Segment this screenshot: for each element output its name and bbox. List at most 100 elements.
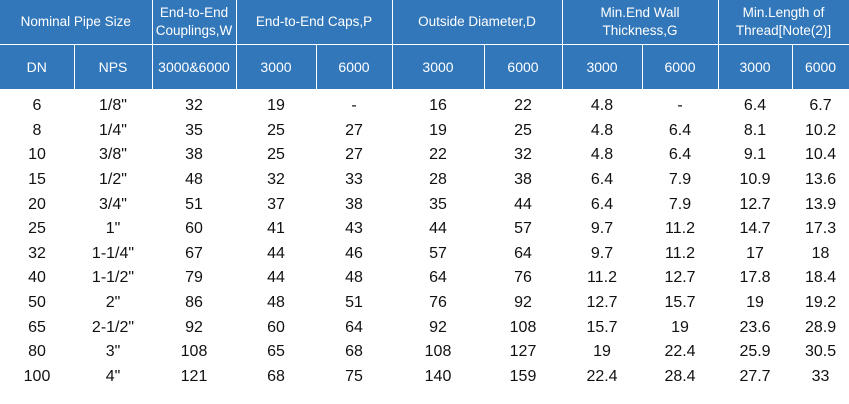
table-cell: 7.9 xyxy=(668,195,692,213)
table-cell: 30.5 xyxy=(804,343,837,361)
table-cell: 10 xyxy=(28,146,46,164)
table-cell: 32 xyxy=(28,244,46,262)
table-cell: 80 xyxy=(28,343,46,361)
table-cell: 6.7 xyxy=(809,97,832,115)
subheader-cell: 6000 xyxy=(316,44,393,90)
subheader-cell: 6000 xyxy=(642,44,719,90)
table-cell: 22 xyxy=(429,146,447,164)
table-cell: 35 xyxy=(429,195,447,213)
table-cell: 15 xyxy=(28,171,46,189)
table-cell: 12.7 xyxy=(586,294,618,312)
table-cell: 68 xyxy=(345,343,363,361)
table-cell: 44 xyxy=(514,195,532,213)
header-outside-diameter: Outside Diameter,D xyxy=(392,0,563,45)
table-cell: 25 xyxy=(267,146,285,164)
table-cell: 35 xyxy=(185,121,203,139)
table-row: 6 1/8" 32 19 - 16 22 4.8 - 6.4 6.7 xyxy=(0,90,849,119)
table-cell: 121 xyxy=(180,367,208,385)
table-cell: 108 xyxy=(509,318,537,336)
table-cell: 38 xyxy=(185,146,203,164)
table-cell: 19 xyxy=(593,343,611,361)
table-cell: 140 xyxy=(424,367,452,385)
table-cell: 1-1/4" xyxy=(91,244,135,262)
table-cell: 41 xyxy=(267,220,285,238)
table-cell: 6 xyxy=(32,97,42,115)
table-cell: 17.3 xyxy=(804,220,837,238)
table-cell: 64 xyxy=(345,318,363,336)
table-cell: 92 xyxy=(185,318,203,336)
table-cell: 4" xyxy=(105,367,121,385)
table-cell: 38 xyxy=(514,171,532,189)
table-cell: 4.8 xyxy=(590,121,614,139)
table-cell: 38 xyxy=(345,195,363,213)
table-cell: 48 xyxy=(185,171,203,189)
table-cell: 33 xyxy=(811,367,830,385)
table-cell: 40 xyxy=(28,269,46,287)
table-row: 20 3/4" 51 37 38 35 44 6.4 7.9 12.7 13.9 xyxy=(0,192,849,217)
table-cell: 92 xyxy=(429,318,447,336)
table-cell: 13.9 xyxy=(804,195,837,213)
table-cell: 17.8 xyxy=(739,269,771,287)
subheader-cell: 6000 xyxy=(792,44,849,90)
table-cell: 1-1/2" xyxy=(91,269,135,287)
table-cell: 65 xyxy=(267,343,285,361)
header-caps: End-to-End Caps,P xyxy=(236,0,393,45)
table-cell: 15.7 xyxy=(586,318,618,336)
table-cell: 65 xyxy=(28,318,46,336)
table-cell: 11.2 xyxy=(665,220,695,238)
table-row: 100 4" 121 68 75 140 159 22.4 28.4 27.7 33 xyxy=(0,365,849,390)
table-cell: 11.2 xyxy=(587,269,617,287)
table-cell: 3/4" xyxy=(99,195,127,213)
table-cell: 48 xyxy=(345,269,363,287)
table-cell: 75 xyxy=(345,367,363,385)
subheader-cell: 3000 xyxy=(392,44,485,90)
table-cell: 1" xyxy=(105,220,121,238)
table-cell: 28.4 xyxy=(664,367,696,385)
table-cell: 4.8 xyxy=(590,146,614,164)
table-row: 15 1/2" 48 32 33 28 38 6.4 7.9 10.9 13.6 xyxy=(0,168,849,193)
table-cell: 12.7 xyxy=(664,269,696,287)
table-cell: 8 xyxy=(32,121,42,139)
subheader-cell: 6000 xyxy=(484,44,563,90)
table-cell: 33 xyxy=(345,171,363,189)
subheader-cell: NPS xyxy=(74,44,153,90)
table-row: 8 1/4" 35 25 27 19 25 4.8 6.4 8.1 10.2 xyxy=(0,119,849,144)
table-cell: 57 xyxy=(429,244,447,262)
table-cell: 76 xyxy=(514,269,532,287)
table-cell: 20 xyxy=(28,195,46,213)
table-cell: 3" xyxy=(105,343,121,361)
table-cell: 44 xyxy=(267,269,285,287)
table-cell: 16 xyxy=(429,97,447,115)
table-cell: 64 xyxy=(429,269,447,287)
pipe-fitting-dimension-table: Nominal Pipe Size End-to-End Couplings,W… xyxy=(0,0,849,390)
table-cell: 19 xyxy=(746,294,764,312)
table-cell: 6.4 xyxy=(590,171,614,189)
table-cell: 27.7 xyxy=(739,367,771,385)
table-cell: 22 xyxy=(514,97,532,115)
table-cell: 37 xyxy=(267,195,285,213)
subheader-cell: 3000 xyxy=(562,44,643,90)
table-row: 80 3" 108 65 68 108 127 19 22.4 25.9 30.5 xyxy=(0,340,849,365)
table-cell: 6.4 xyxy=(668,121,692,139)
table-cell: 10.2 xyxy=(804,121,837,139)
table-cell: 57 xyxy=(514,220,532,238)
table-cell: 32 xyxy=(185,97,203,115)
table-cell: 4.8 xyxy=(590,97,614,115)
table-cell: 68 xyxy=(267,367,285,385)
table-cell: 22.4 xyxy=(664,343,696,361)
table-cell: 44 xyxy=(267,244,285,262)
table-row: 65 2-1/2" 92 60 64 92 108 15.7 19 23.6 28.9 xyxy=(0,315,849,340)
table-cell: 9.1 xyxy=(743,146,767,164)
header-thread-line1: Min.Length of xyxy=(742,5,825,20)
table-cell: 27 xyxy=(345,146,363,164)
table-cell: 12.7 xyxy=(739,195,771,213)
table-row: 10 3/8" 38 25 27 22 32 4.8 6.4 9.1 10.4 xyxy=(0,143,849,168)
table-cell: 8.1 xyxy=(743,121,767,139)
table-row: 40 1-1/2" 79 44 48 64 76 11.2 12.7 17.8 18.4 xyxy=(0,266,849,291)
header-thread-line2: Thread[Note(2)] xyxy=(735,23,832,38)
table-cell: 100 xyxy=(23,367,51,385)
table-cell: 28.9 xyxy=(804,318,837,336)
table-cell: 25.9 xyxy=(739,343,771,361)
subheader-cell: 3000 xyxy=(718,44,793,90)
table-cell: 25 xyxy=(514,121,532,139)
